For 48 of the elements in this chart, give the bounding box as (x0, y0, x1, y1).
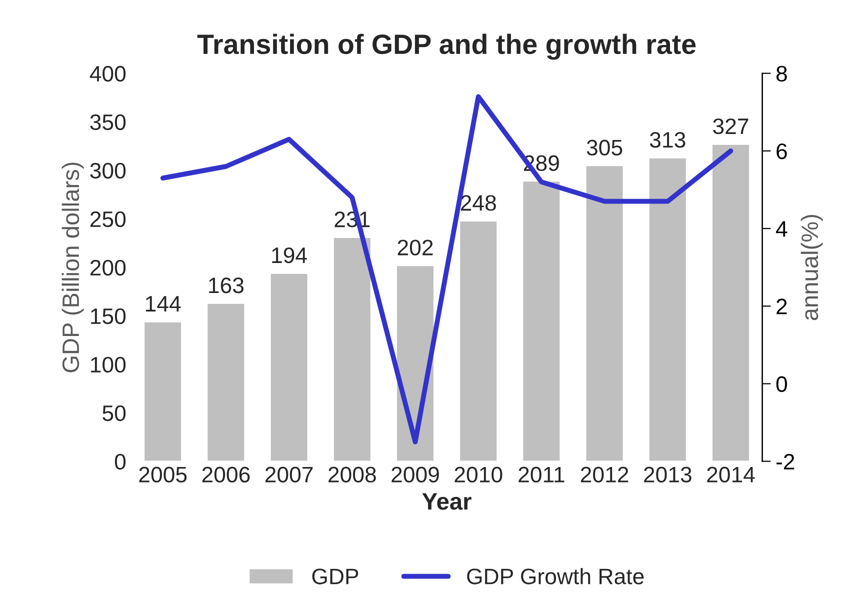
x-tick-label: 2011 (518, 466, 564, 482)
y2-axis-title: annual(%) (800, 214, 823, 320)
chart-title: Transition of GDP and the growth rate (197, 34, 696, 60)
y-axis-title: GDP (Billion dollars) (62, 162, 84, 372)
y-tick-label: 150 (91, 308, 126, 324)
x-tick-label: 2007 (265, 466, 313, 482)
data-label: 305 (586, 140, 622, 156)
data-label: 144 (146, 296, 181, 312)
legend-label: GDP (312, 568, 358, 584)
data-label: 202 (398, 240, 433, 256)
data-label: 313 (650, 132, 686, 148)
data-label: 248 (460, 195, 496, 211)
bar (648, 157, 688, 462)
bar (206, 302, 246, 462)
y-tick-label: 400 (90, 66, 126, 82)
x-tick-label: 2010 (454, 466, 502, 482)
y2-tick-label: 8 (776, 66, 787, 82)
bar (143, 320, 182, 462)
x-tick-label: 2008 (328, 466, 376, 482)
bar (332, 236, 372, 462)
legend-label: GDP Growth Rate (467, 568, 644, 584)
data-label: 194 (272, 247, 307, 264)
bar (584, 164, 624, 462)
x-tick-label: 2012 (580, 466, 628, 482)
x-axis-title: Year (422, 493, 472, 510)
x-tick-label: 2009 (392, 466, 439, 482)
x-tick-label: 2005 (139, 466, 187, 482)
bar (269, 272, 309, 462)
x-tick-label: 2014 (707, 466, 755, 482)
y-tick-label: 200 (90, 260, 126, 276)
y-tick-label: 0 (114, 454, 126, 470)
y2-tick-label: 4 (776, 221, 788, 237)
y-tick-label: 300 (90, 162, 126, 179)
y-tick-label: 250 (90, 211, 126, 228)
y2-tick-label: 2 (776, 298, 787, 314)
y2-tick-label: 6 (776, 143, 787, 160)
y-tick-label: 50 (102, 405, 126, 422)
y2-tick-label: 0 (776, 376, 787, 392)
data-label: 327 (713, 118, 748, 134)
y-tick-label: 350 (90, 114, 126, 130)
y2-tick-label: -2 (776, 454, 794, 470)
bar (522, 180, 562, 462)
y-tick-label: 100 (91, 356, 126, 373)
x-tick-label: 2006 (202, 466, 250, 482)
bar (458, 220, 498, 462)
bar (711, 143, 750, 462)
x-tick-label: 2013 (644, 466, 692, 482)
data-label: 163 (209, 278, 244, 294)
